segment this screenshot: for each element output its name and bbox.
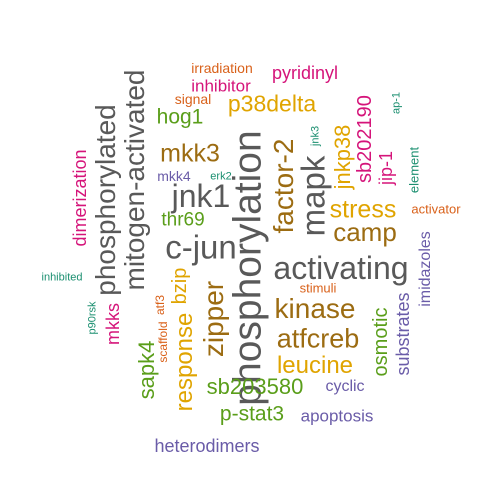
- word-kinase: kinase: [274, 293, 356, 324]
- word-dimerization: dimerization: [70, 149, 90, 247]
- word-jnk1: jnk1: [171, 178, 231, 214]
- word-element: element: [406, 146, 422, 194]
- word-stimuli: stimuli: [299, 280, 337, 296]
- word-irradiation: irradiation: [191, 60, 253, 76]
- word-response: response: [171, 312, 198, 412]
- word-imidazoles: imidazoles: [417, 231, 434, 307]
- word-hog1: hog1: [156, 105, 204, 129]
- word-mkks: mkks: [103, 303, 123, 345]
- word-ap-1: ap-1: [390, 91, 403, 115]
- word-mapk: mapk: [294, 155, 332, 237]
- word-leucine: leucine: [276, 352, 354, 379]
- word-jnkp38: jnkp38: [330, 124, 355, 190]
- word-p38delta: p38delta: [227, 90, 317, 117]
- word-zipper: zipper: [198, 280, 229, 358]
- word-factor-2: factor-2: [268, 138, 299, 234]
- word-jnk3: jnk3: [309, 125, 322, 147]
- word-erk2: erk2: [210, 170, 232, 183]
- word-atf3: atf3: [153, 294, 167, 316]
- word-p-stat3: p-stat3: [219, 402, 285, 426]
- word-sapk4: sapk4: [134, 340, 159, 400]
- word-osmotic: osmotic: [370, 307, 392, 377]
- word-mkk4: mkk4: [157, 168, 191, 184]
- word-signal: signal: [174, 91, 212, 107]
- word-scaffold: scaffold: [156, 321, 170, 363]
- word-stress: stress: [329, 195, 397, 224]
- word-phosphorylated: phosphorylated: [90, 104, 121, 296]
- word-jip-1: jip-1: [376, 150, 396, 186]
- word-sb202190: sb202190: [354, 95, 376, 183]
- word-mitogen-activated: mitogen-activated: [119, 69, 150, 291]
- word-activator: activator: [411, 201, 461, 217]
- word-inhibitor: inhibitor: [191, 76, 251, 96]
- word-atfcreb: atfcreb: [276, 323, 360, 354]
- word-inhibited: inhibited: [41, 271, 83, 284]
- word-substrates: substrates: [393, 292, 413, 376]
- word-cyclic: cyclic: [325, 378, 365, 395]
- word-bzip: bzip: [169, 267, 191, 305]
- word-phosphorylation: phosphorylation: [226, 130, 270, 406]
- word-apoptosis: apoptosis: [300, 406, 374, 426]
- word-thr69: thr69: [161, 209, 205, 231]
- word-mkk3: mkk3: [160, 139, 220, 168]
- word-sb203580: sb203580: [206, 374, 304, 399]
- word-c-jun: c-jun: [165, 228, 237, 266]
- word-pyridinyl: pyridinyl: [271, 63, 339, 83]
- word-activating: activating: [273, 250, 409, 286]
- word-heterodimers: heterodimers: [154, 436, 260, 456]
- word-camp: camp: [333, 217, 397, 247]
- word-p90rsk: p90rsk: [86, 301, 99, 335]
